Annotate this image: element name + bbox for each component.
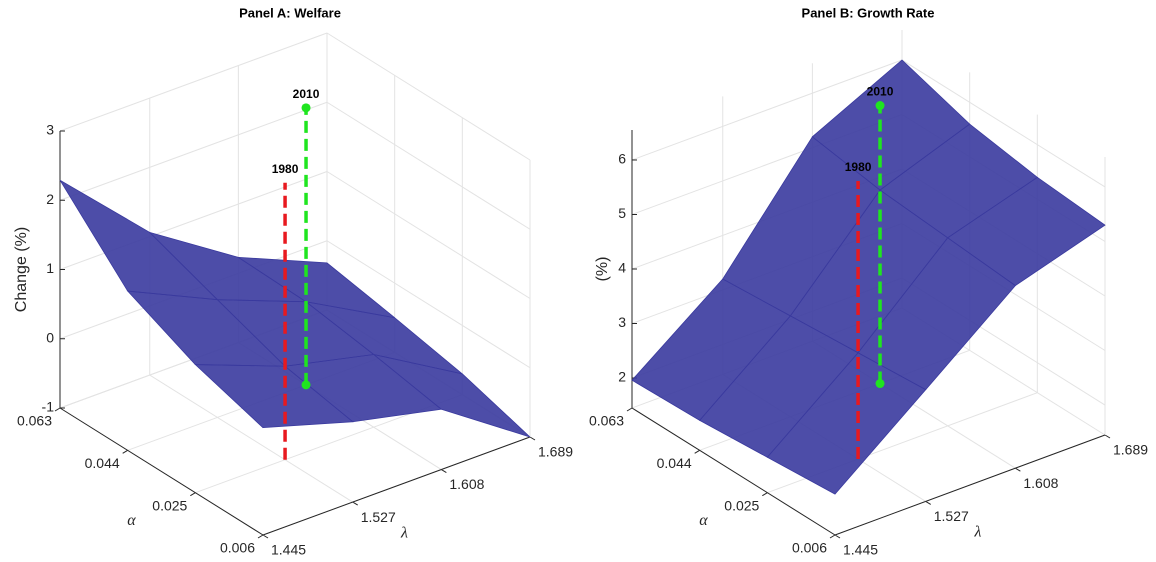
grid-line bbox=[59, 32, 328, 132]
y-tick-label: 0.044 bbox=[657, 455, 692, 471]
panel: Panel B: Growth Rate 1.445 1.527 1.608 1.689… bbox=[589, 5, 1148, 557]
y-tick-label: 0.063 bbox=[589, 413, 624, 429]
z-tick-label: 6 bbox=[618, 151, 626, 167]
chart-title: Panel A: Welfare bbox=[239, 5, 341, 20]
tick-mark bbox=[829, 534, 836, 539]
z-tick-label: 5 bbox=[618, 205, 626, 221]
y-axis-label: α bbox=[127, 512, 136, 529]
surface-cell bbox=[373, 354, 531, 438]
marker-dot bbox=[301, 103, 311, 113]
tick-mark bbox=[1104, 434, 1111, 439]
tick-mark bbox=[925, 500, 931, 505]
tick-mark bbox=[54, 407, 61, 412]
x-axis-label: λ bbox=[400, 525, 408, 542]
z-tick-label: 2 bbox=[618, 369, 626, 385]
surface-cell bbox=[59, 179, 219, 301]
tick-mark bbox=[262, 534, 269, 539]
x-axis bbox=[262, 436, 531, 536]
x-tick-label: 1.527 bbox=[361, 509, 396, 525]
y-tick-label: 0.044 bbox=[85, 455, 120, 471]
tick-mark bbox=[762, 492, 768, 497]
marker-dot bbox=[875, 379, 885, 389]
tick-mark bbox=[257, 534, 264, 539]
grid-line bbox=[631, 59, 903, 161]
tick-mark bbox=[122, 449, 128, 454]
tick-mark bbox=[834, 534, 841, 539]
x-axis-label: λ bbox=[974, 524, 982, 541]
marker-label: 1980 bbox=[272, 162, 299, 176]
x-tick-label: 1.689 bbox=[538, 444, 573, 460]
tick-mark bbox=[190, 492, 196, 497]
surface-cell bbox=[946, 176, 1106, 287]
grid-line bbox=[326, 240, 531, 369]
x-tick-label: 1.608 bbox=[449, 476, 484, 492]
y-tick-label: 0.006 bbox=[220, 540, 255, 556]
tick-mark bbox=[626, 407, 633, 412]
tick-mark bbox=[1015, 467, 1021, 472]
x-tick-label: 1.527 bbox=[934, 508, 969, 524]
grid-line bbox=[149, 374, 353, 503]
grid-line bbox=[326, 101, 531, 230]
x-axis bbox=[834, 434, 1106, 536]
y-axis bbox=[59, 407, 264, 536]
tick-mark bbox=[529, 436, 536, 441]
tick-mark bbox=[441, 469, 447, 473]
marker-dot bbox=[875, 101, 885, 111]
z-tick-label: -1 bbox=[42, 399, 55, 415]
y-axis-label: α bbox=[699, 512, 708, 529]
chart-title: Panel B: Growth Rate bbox=[802, 5, 935, 20]
y-tick-label: 0.063 bbox=[17, 413, 52, 429]
z-axis-label: (%) bbox=[594, 257, 611, 282]
y-tick-label: 0.006 bbox=[792, 540, 827, 556]
z-tick-label: 1 bbox=[46, 260, 54, 276]
grid-line bbox=[59, 101, 328, 201]
z-tick-label: 2 bbox=[46, 191, 54, 207]
z-tick-label: 3 bbox=[618, 314, 626, 330]
z-tick-label: 4 bbox=[618, 260, 626, 276]
z-tick-label: 3 bbox=[46, 122, 54, 138]
x-tick-label: 1.689 bbox=[1113, 442, 1148, 458]
x-tick-label: 1.445 bbox=[271, 542, 306, 557]
marker-label: 1980 bbox=[845, 160, 872, 174]
grid-line bbox=[326, 32, 531, 161]
grid-line bbox=[326, 171, 531, 299]
x-tick-label: 1.608 bbox=[1023, 475, 1058, 491]
z-tick-label: 0 bbox=[46, 329, 54, 345]
y-tick-label: 0.025 bbox=[152, 497, 187, 513]
marker-label: 2010 bbox=[867, 85, 894, 99]
grid-line bbox=[901, 59, 1106, 188]
x-tick-label: 1.445 bbox=[843, 542, 878, 557]
tick-mark bbox=[694, 449, 700, 454]
marker-label: 2010 bbox=[293, 87, 320, 101]
y-axis bbox=[631, 407, 836, 536]
y-tick-label: 0.025 bbox=[724, 497, 759, 513]
marker-dot bbox=[301, 380, 311, 390]
z-axis-label: Change (%) bbox=[13, 227, 30, 312]
tick-mark bbox=[352, 501, 358, 506]
panel: Panel A: Welfare 1.445 1.527 1.608 1.689 0.00… bbox=[13, 5, 573, 557]
